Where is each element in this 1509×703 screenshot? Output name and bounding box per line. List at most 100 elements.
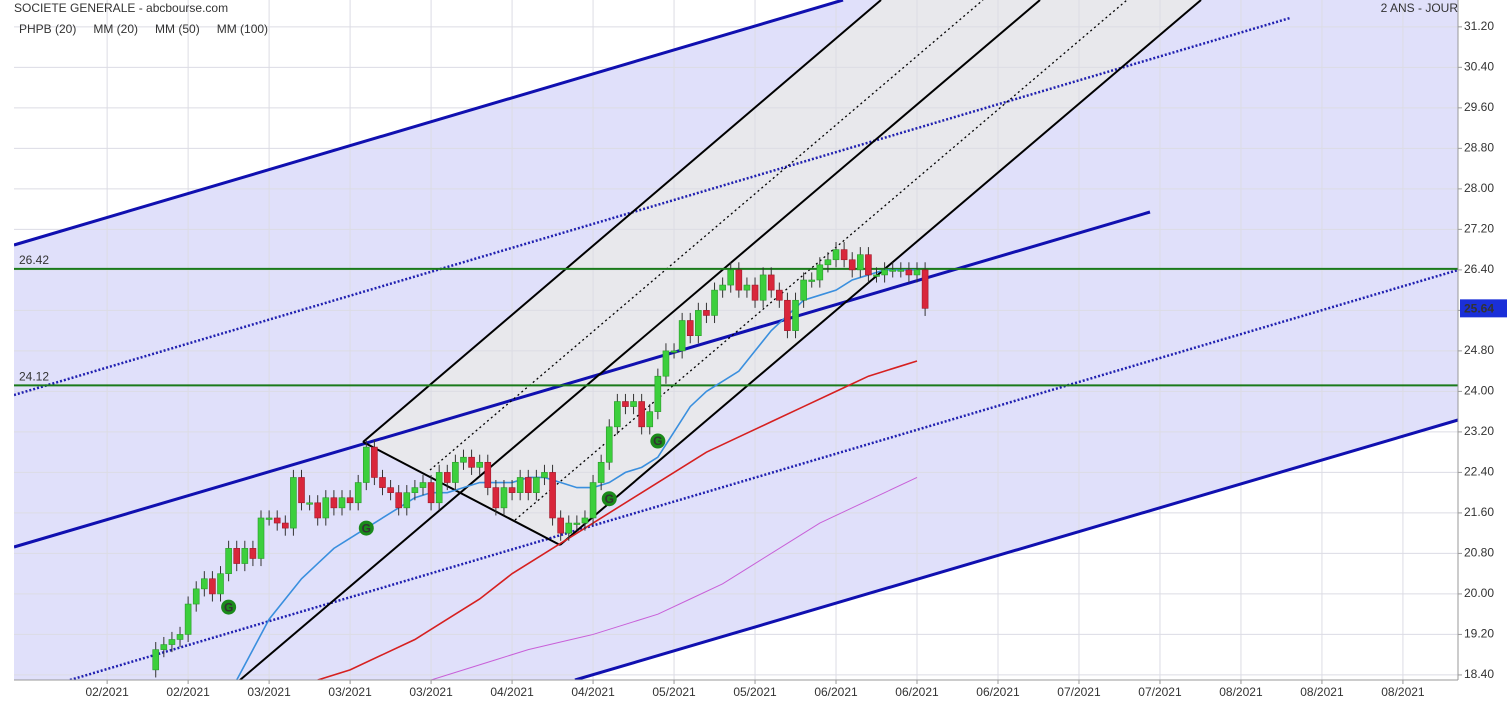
candle-body: [881, 269, 888, 276]
candle-body: [686, 320, 694, 336]
y-tick-label: 24.00: [1464, 384, 1494, 398]
candle-body: [265, 517, 273, 520]
candle-body: [622, 401, 629, 407]
signal-marker: [358, 520, 374, 536]
x-tick-label: 02/2021: [85, 685, 129, 699]
channel-line: [14, 16, 1291, 397]
chart-subtitle: 2 ANS - JOUR: [1381, 1, 1459, 15]
x-tick-label: 02/2021: [166, 685, 210, 699]
pitchfork-line: [429, 0, 984, 471]
candle-body: [314, 502, 322, 519]
candle-body: [533, 477, 540, 493]
candle-body: [905, 269, 913, 276]
candle-body: [419, 482, 427, 488]
candle-body: [484, 461, 492, 488]
level-label: 24.12: [19, 369, 49, 383]
x-tick-label: 06/2021: [895, 685, 939, 699]
candle-body: [816, 264, 824, 281]
candle-body: [249, 548, 257, 559]
y-tick-label: 20.00: [1464, 586, 1494, 600]
x-tick-label: 03/2021: [328, 685, 372, 699]
legend: PHPB (20) MM (20) MM (50) MM (100): [19, 22, 268, 36]
signal-label: G: [224, 600, 233, 614]
candle-body: [168, 639, 176, 645]
level-label: 26.42: [19, 253, 49, 267]
candle-body: [840, 249, 848, 261]
candle-body: [273, 517, 281, 524]
candle-body: [735, 269, 743, 291]
y-tick-label: 29.60: [1464, 100, 1494, 114]
candle-body: [678, 320, 686, 352]
candle-body: [614, 401, 621, 428]
grid: [14, 0, 1458, 680]
x-tick-label: 03/2021: [409, 685, 453, 699]
candle-body: [646, 411, 654, 428]
y-tick-label: 21.60: [1464, 505, 1494, 519]
candle-body: [362, 446, 370, 483]
x-tick-label: 06/2021: [814, 685, 858, 699]
signal-label: G: [653, 434, 662, 448]
candle-body: [565, 522, 573, 534]
candle-body: [500, 487, 508, 509]
candle-body: [767, 274, 775, 291]
candle-body: [727, 269, 735, 286]
candle-body: [452, 461, 459, 483]
candle-body: [719, 284, 726, 291]
candle-body: [476, 461, 483, 468]
candle-body: [508, 487, 516, 493]
signal-marker: [650, 433, 666, 449]
candle-body: [322, 497, 330, 519]
signal-label: G: [605, 492, 614, 506]
pitchfork-line: [362, 0, 882, 443]
pitchfork-line: [239, 0, 1041, 680]
candle-body: [605, 426, 613, 463]
candle-body: [921, 269, 929, 309]
candle-body: [581, 517, 589, 524]
signal-marker: [221, 599, 237, 615]
chart-title: SOCIETE GENERALE - abcbourse.com: [14, 1, 228, 15]
candle-body: [549, 472, 556, 519]
candle-body: [298, 477, 305, 504]
candle-body: [460, 456, 467, 463]
candle-body: [492, 487, 500, 509]
y-tick-label: 18.40: [1464, 667, 1494, 681]
channel-line: [69, 268, 1458, 680]
candle-body: [638, 401, 645, 428]
y-tick-label: 19.20: [1464, 627, 1494, 641]
candle-body: [597, 461, 605, 483]
signal-marker: [601, 491, 617, 507]
candle-body: [670, 350, 678, 353]
moving-average: [430, 477, 918, 680]
candle-body: [209, 578, 216, 595]
candle-body: [751, 284, 759, 301]
candle-body: [160, 644, 168, 650]
candle-body: [403, 492, 411, 509]
x-tick-label: 05/2021: [652, 685, 696, 699]
candle-body: [800, 279, 807, 301]
legend-entry: MM (100): [217, 22, 268, 36]
candle-body: [662, 350, 670, 377]
candle-body: [654, 375, 662, 412]
x-tick-label: 07/2021: [1057, 685, 1101, 699]
y-tick-label: 27.20: [1464, 222, 1494, 236]
candle-body: [241, 548, 249, 564]
x-tick-label: 06/2021: [976, 685, 1020, 699]
candle-body: [541, 472, 548, 478]
candle-body: [630, 401, 637, 407]
candle-body: [443, 472, 451, 483]
candle-body: [338, 497, 346, 509]
drawings: [14, 0, 1458, 680]
candle-body: [824, 259, 832, 266]
y-tick-label: 24.80: [1464, 343, 1494, 357]
candle-body: [290, 477, 297, 529]
candle-body: [257, 517, 265, 559]
x-tick-label: 08/2021: [1300, 685, 1344, 699]
candle-body: [468, 456, 475, 468]
pitchfork-handle: [362, 441, 561, 546]
candle-body: [387, 487, 394, 493]
candle-body: [776, 289, 783, 301]
x-tick-label: 04/2021: [571, 685, 615, 699]
candle-body: [152, 649, 160, 671]
y-tick-label: 31.20: [1464, 19, 1494, 33]
candle-body: [427, 482, 435, 504]
